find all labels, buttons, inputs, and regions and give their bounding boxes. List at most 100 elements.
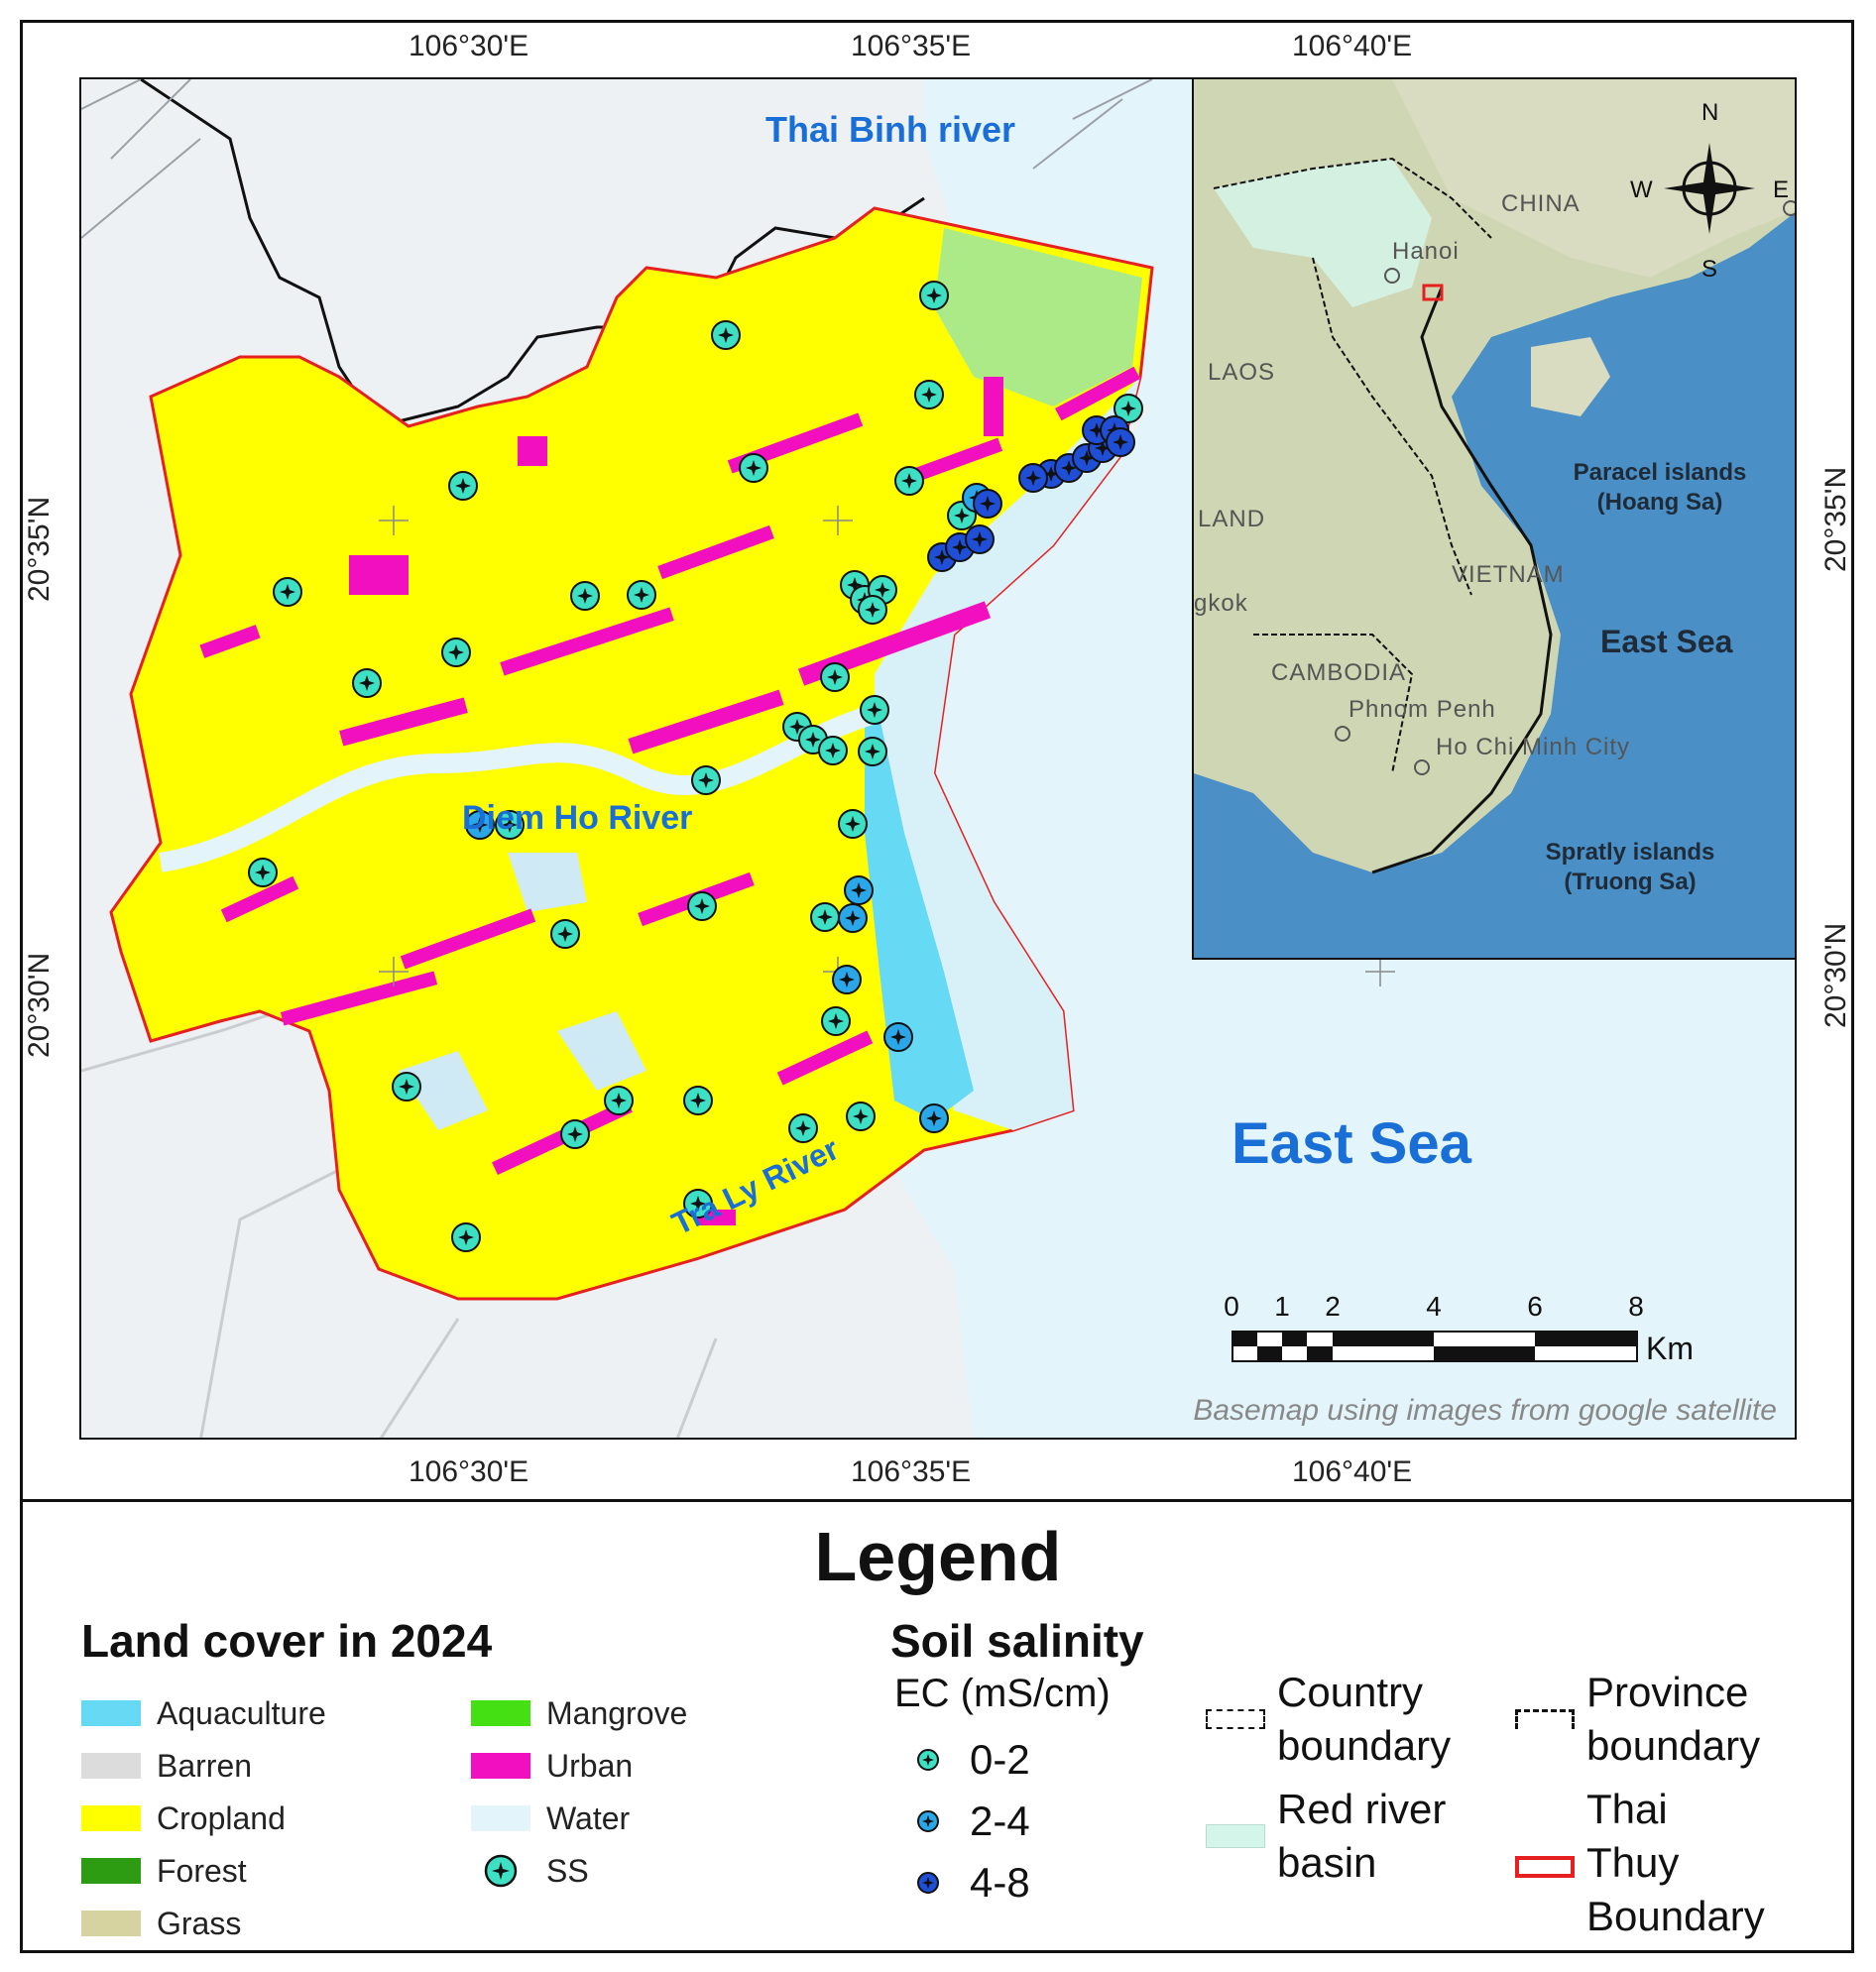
compass-n: N (1701, 99, 1720, 126)
compass-w: W (1630, 176, 1654, 203)
aquaculture-north (934, 228, 1142, 406)
legend-aquaculture-label: Aquaculture (157, 1694, 326, 1731)
ss-point-mid (919, 1103, 949, 1133)
spratly-label: Spratly islands (1545, 839, 1715, 866)
ss-point-low (392, 1072, 421, 1102)
ss-point-low (352, 668, 382, 698)
coastal-water-strip (875, 377, 1140, 1130)
ss-point-low (858, 595, 887, 625)
province-line2: boundary (1586, 1722, 1761, 1769)
legend-forest: Forest (81, 1853, 247, 1889)
salinity-unit: EC (mS/cm) (894, 1672, 1111, 1715)
ss-point-low (914, 380, 944, 409)
scale-unit: Km (1646, 1331, 1694, 1366)
ss-point-mid (838, 903, 868, 933)
legend-urban: Urban (471, 1748, 633, 1784)
inset-landmass-china (1392, 79, 1795, 278)
ss-point-mid (883, 1022, 913, 1052)
legend-mangrove: Mangrove (471, 1695, 687, 1731)
legend-title: Legend (814, 1518, 1062, 1595)
scale-bar: 0 1 2 4 6 8 Km (1224, 1291, 1694, 1370)
ss-point-high (973, 489, 1002, 519)
red-river-basin-swatch (1206, 1824, 1265, 1848)
salinity-high-label: 4-8 (970, 1859, 1030, 1906)
urban-patches (199, 366, 1141, 1225)
legend-urban-label: Urban (546, 1747, 634, 1784)
legend-forest-label: Forest (157, 1852, 247, 1889)
left-tick-35n: 20°35'N (23, 496, 56, 602)
ss-point-low (919, 281, 949, 310)
basin-line2: basin (1277, 1839, 1377, 1886)
legend-water: Water (471, 1800, 630, 1836)
scale-tick-0: 0 (1224, 1291, 1239, 1322)
spratly-sub-label: (Truong Sa) (1564, 869, 1697, 895)
paracel-sub-label: (Hoang Sa) (1596, 489, 1723, 516)
bottom-tick-40e: 106°40'E (1292, 1455, 1413, 1488)
legend-grass-label: Grass (157, 1905, 242, 1941)
ss-point-low (550, 919, 580, 949)
country-line2: boundary (1277, 1722, 1452, 1769)
inset-country-boundary (1213, 157, 1492, 774)
swatch-water (471, 1805, 530, 1831)
road-line-2 (81, 1009, 718, 1438)
diem-ho-river-label: Diem Ho River (462, 799, 693, 837)
scale-tick-4: 4 (1426, 1291, 1442, 1322)
swatch-mangrove (471, 1700, 530, 1726)
country-line1: Country (1277, 1669, 1424, 1715)
thai-line1: Thai (1586, 1786, 1668, 1832)
ss-point-low (683, 1189, 713, 1218)
right-tick-30n: 20°30'N (1819, 922, 1852, 1028)
inset-hcmc: Ho Chi Minh City (1436, 734, 1631, 760)
swatch-aquaculture (81, 1700, 141, 1726)
legend-grass: Grass (81, 1906, 241, 1941)
gulf-dot (1783, 200, 1795, 216)
compass-s: S (1701, 256, 1719, 283)
legend-barren-label: Barren (157, 1747, 253, 1784)
hanoi-marker (1384, 268, 1400, 284)
inset-land: LAND (1198, 506, 1266, 532)
inset-vietnam: VIETNAM (1452, 561, 1565, 588)
ss-point-low (248, 858, 278, 887)
ss-point-high (965, 524, 995, 554)
ss-point-mid (844, 875, 874, 905)
ss-point-low (846, 1102, 876, 1131)
ss-point-mid (832, 965, 862, 994)
salinity-mid-label: 2-4 (970, 1798, 1030, 1844)
ss-point-low (860, 695, 889, 725)
province-boundary (140, 79, 925, 428)
right-tick-35n: 20°35'N (1819, 466, 1852, 572)
compass-e: E (1773, 176, 1791, 203)
inset-coastline (1371, 287, 1553, 874)
province-line1: Province (1586, 1669, 1749, 1715)
ss-point-low (821, 1006, 851, 1036)
ss-point-low (687, 891, 717, 921)
swatch-urban (471, 1753, 530, 1779)
scale-bar-graphic (1231, 1331, 1638, 1362)
ss-point-low (711, 320, 741, 350)
ss-symbol-icon (471, 1853, 530, 1889)
legend-ss: SS (471, 1853, 589, 1889)
country-boundary-swatch (1206, 1709, 1265, 1729)
ss-point-low (691, 765, 721, 795)
phnom-penh-marker (1335, 726, 1350, 742)
inland-water (399, 853, 646, 1130)
legend-aquaculture: Aquaculture (81, 1695, 326, 1731)
top-tick-30e: 106°30'E (409, 30, 529, 62)
salinity-mid-icon (908, 1801, 948, 1841)
swatch-cropland (81, 1805, 141, 1831)
ss-point-high (1018, 463, 1048, 493)
swatch-barren (81, 1753, 141, 1779)
legend-cropland: Cropland (81, 1800, 286, 1836)
legend-barren: Barren (81, 1748, 252, 1784)
swatch-forest (81, 1858, 141, 1884)
aquaculture-strip (865, 694, 974, 1120)
left-tick-30n: 20°30'N (23, 952, 56, 1058)
inset-east-sea: East Sea (1600, 624, 1733, 659)
salinity-class-4-8: 4-8 (908, 1858, 1030, 1908)
ss-point-low (739, 453, 768, 483)
scale-tick-2: 2 (1325, 1291, 1341, 1322)
paracel-label: Paracel islands (1573, 459, 1747, 486)
province-boundary-swatch (1515, 1709, 1575, 1729)
legend-water-label: Water (546, 1799, 631, 1836)
ss-point-low (448, 471, 478, 501)
